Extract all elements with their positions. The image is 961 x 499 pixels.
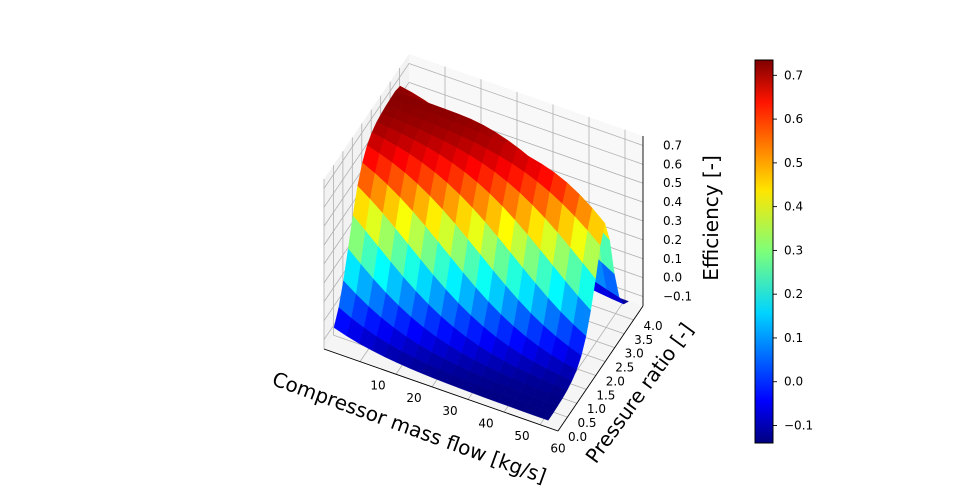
- y-tick-label: 0.5: [577, 416, 596, 430]
- surface-patch: [535, 408, 554, 421]
- tick-labels: 1020304050600.00.51.01.52.02.53.03.54.00…: [370, 138, 692, 455]
- z-tick-label: 0.0: [663, 271, 682, 285]
- y-tick-label: 1.5: [596, 388, 615, 402]
- colorbar-tick-label: 0.2: [784, 287, 803, 301]
- z-tick-label: 0.4: [663, 195, 682, 209]
- colorbar: [754, 59, 774, 444]
- x-tick-label: 60: [550, 442, 565, 456]
- grid-z-left: [323, 63, 410, 189]
- grid-z-back: [408, 81, 644, 165]
- colorbar-ticks: 0.7 0.6 0.5 0.4 0.3 0.2 0.1 0.0 −0.1: [773, 68, 813, 432]
- colorbar-tick-label: 0.1: [784, 331, 803, 345]
- z-tick-label: 0.3: [663, 214, 682, 228]
- x-tick-label: 50: [514, 429, 529, 443]
- colorbar-tick-label: 0.5: [784, 156, 803, 170]
- z-tick-label: 0.7: [663, 138, 682, 152]
- y-tick-label: 4.0: [644, 319, 663, 333]
- x-axis-line: [323, 348, 559, 432]
- colorbar-tick-label: 0.0: [784, 375, 803, 389]
- efficiency-surface: [333, 85, 629, 421]
- y-tick-label: 3.5: [634, 333, 653, 347]
- y-tick-label: 1.0: [587, 402, 606, 416]
- x-tick-label: 20: [406, 391, 421, 405]
- y-tick-label: 3.0: [625, 347, 644, 361]
- y-axis-line: [557, 305, 644, 432]
- colorbar-tick-label: 0.6: [784, 112, 803, 126]
- z-tick-label: 0.6: [663, 157, 682, 171]
- colorbar-tick-label: −0.1: [784, 418, 813, 432]
- colorbar-tick-label: 0.7: [784, 68, 803, 82]
- z-tick-label: 0.5: [663, 176, 682, 190]
- x-tick-label: 10: [370, 379, 385, 393]
- grid-z-back: [408, 63, 644, 146]
- colorbar-tick-label: 0.3: [784, 243, 803, 257]
- x-tick-label: 30: [442, 404, 457, 418]
- y-tick-label: 0.0: [568, 430, 587, 444]
- y-tick-label: 2.5: [615, 361, 634, 375]
- z-tick-label: −0.1: [663, 290, 692, 304]
- colorbar-tick-label: 0.4: [784, 200, 803, 214]
- z-tick-label: 0.2: [663, 233, 682, 247]
- y-tick-label: 2.0: [606, 374, 625, 388]
- z-tick-label: 0.1: [663, 252, 682, 266]
- z-axis-label: Efficiency [-]: [699, 155, 723, 281]
- x-tick-label: 40: [478, 416, 493, 430]
